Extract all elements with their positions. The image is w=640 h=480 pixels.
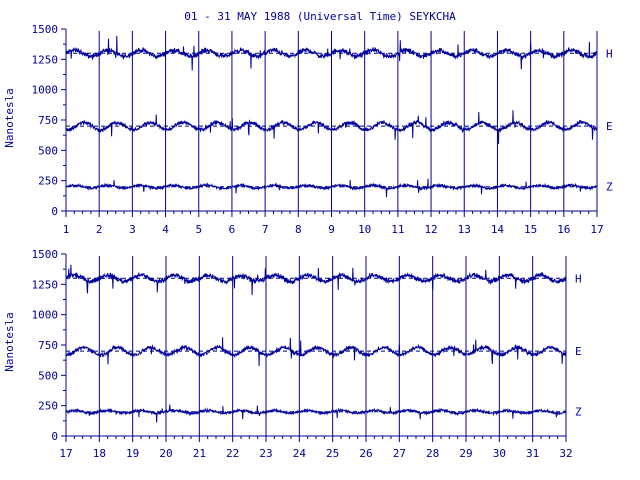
chart-title: 01 - 31 MAY 1988 (Universal Time) SEYKCH…	[184, 10, 456, 23]
series-label-e: E	[575, 345, 582, 358]
x-tick-label: 9	[328, 223, 335, 236]
series-label-h: H	[575, 272, 582, 285]
y-tick-label: 500	[38, 144, 58, 157]
x-tick-label: 20	[159, 447, 172, 460]
y-tick-label: 1500	[32, 23, 59, 36]
x-tick-label: 13	[458, 223, 471, 236]
y-tick-label: 1000	[32, 84, 59, 97]
x-tick-label: 17	[590, 223, 603, 236]
x-tick-label: 29	[459, 447, 472, 460]
x-tick-label: 3	[129, 223, 136, 236]
x-tick-label: 18	[93, 447, 106, 460]
x-tick-label: 26	[359, 447, 372, 460]
x-tick-label: 32	[559, 447, 572, 460]
x-tick-label: 7	[262, 223, 269, 236]
y-tick-label: 1250	[32, 53, 59, 66]
x-tick-label: 8	[295, 223, 302, 236]
x-tick-label: 2	[96, 223, 103, 236]
y-tick-label: 0	[51, 205, 58, 218]
trace-e	[65, 110, 598, 144]
trace-h	[65, 264, 567, 296]
y-tick-label: 1500	[32, 248, 59, 261]
x-tick-label: 19	[126, 447, 139, 460]
series-label-e: E	[606, 120, 613, 133]
trace-z	[65, 178, 598, 198]
y-tick-label: 250	[38, 400, 58, 413]
y-tick-label: 1250	[32, 278, 59, 291]
x-tick-label: 25	[326, 447, 339, 460]
x-tick-label: 15	[524, 223, 537, 236]
panel-2: 0 250 500 750 1000 1250 1500 17 18 19 20 21 22 23 24 25…	[32, 248, 583, 460]
x-tick-label: 6	[229, 223, 236, 236]
x-tick-label: 31	[526, 447, 539, 460]
x-tick-label: 1	[63, 223, 70, 236]
trace-z	[65, 404, 567, 423]
x-tick-label: 11	[391, 223, 404, 236]
x-tick-label: 22	[226, 447, 239, 460]
x-tick-label: 23	[259, 447, 272, 460]
x-tick-label: 24	[293, 447, 307, 460]
y-tick-label: 750	[38, 339, 58, 352]
x-tick-label: 30	[493, 447, 506, 460]
x-tick-label: 12	[424, 223, 437, 236]
y-axis-label-top: Nanotesla	[3, 88, 16, 148]
series-label-z: Z	[606, 181, 613, 194]
series-label-h: H	[606, 47, 613, 60]
x-tick-label: 16	[557, 223, 570, 236]
y-tick-label: 750	[38, 114, 58, 127]
x-tick-label: 10	[358, 223, 371, 236]
x-tick-label: 28	[426, 447, 439, 460]
y-axis-label-bottom: Nanotesla	[3, 312, 16, 372]
y-tick-label: 1000	[32, 309, 59, 322]
y-tick-label: 250	[38, 175, 58, 188]
trace-h	[65, 35, 598, 71]
x-tick-label: 17	[59, 447, 72, 460]
y-tick-label: 0	[51, 430, 58, 443]
x-tick-label: 5	[195, 223, 202, 236]
x-tick-label: 27	[393, 447, 406, 460]
trace-e	[65, 337, 567, 367]
x-tick-label: 4	[162, 223, 169, 236]
x-tick-label: 21	[193, 447, 206, 460]
y-tick-label: 500	[38, 369, 58, 382]
series-label-z: Z	[575, 406, 582, 419]
x-tick-label: 14	[491, 223, 505, 236]
